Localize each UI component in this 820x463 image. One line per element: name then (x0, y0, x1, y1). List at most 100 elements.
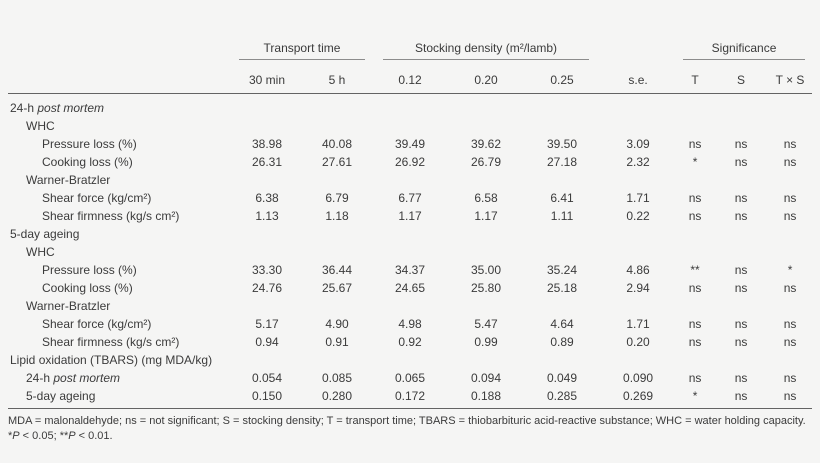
col-density-025: 0.25 (550, 73, 574, 87)
section-label: 5-day ageing (10, 227, 80, 241)
col-sig-S: S (737, 73, 746, 87)
table-row-cooking-loss-5day: Cooking loss (%) 24.76 25.67 24.65 25.80… (8, 279, 812, 297)
value-cell: 24.65 (395, 281, 426, 295)
subsection-label: WHC (26, 119, 55, 133)
row-label-text: 24-h (26, 371, 54, 385)
significance-cell: ns (783, 389, 797, 403)
subsection-row-warner-bratzler: Warner-Bratzler (8, 297, 812, 315)
row-label: Pressure loss (%) (42, 263, 137, 277)
transport-time-label: Transport time (239, 41, 365, 60)
value-cell: 38.98 (251, 137, 283, 151)
subsection-label: Warner-Bratzler (26, 173, 111, 187)
table-row-shear-force-24h: Shear force (kg/cm²) 6.38 6.79 6.77 6.58… (8, 189, 812, 207)
table-footnotes: MDA = malonaldehyde; ns = not significan… (8, 409, 812, 443)
significance-cell: ns (783, 317, 797, 331)
value-cell: 5.47 (474, 317, 498, 331)
significance-label: Significance (682, 41, 806, 60)
se-cell: 1.71 (626, 191, 650, 205)
value-cell: 35.00 (471, 263, 502, 277)
significance-cell: ns (734, 191, 748, 205)
row-label: 24-h post mortem (8, 369, 232, 387)
group-header-row: Transport time Stocking density (m²/lamb… (8, 34, 812, 60)
value-cell: 26.31 (251, 155, 283, 169)
value-cell: 33.30 (251, 263, 283, 277)
significance-cell: ns (734, 317, 748, 331)
significance-cell: ns (783, 137, 797, 151)
value-cell: 4.64 (550, 317, 574, 331)
sub-header-row: 30 min 5 h 0.12 0.20 0.25 s.e. T S T × S (8, 60, 812, 94)
se-cell: 0.22 (626, 209, 650, 223)
value-cell: 24.76 (251, 281, 283, 295)
row-label: 5-day ageing (26, 389, 96, 403)
se-cell: 0.090 (623, 371, 654, 385)
value-cell: 1.11 (550, 209, 574, 223)
value-cell: 40.08 (321, 137, 353, 151)
col-group-transport-time: Transport time (232, 34, 372, 60)
value-cell: 39.62 (471, 137, 502, 151)
col-5h: 5 h (328, 73, 346, 87)
se-cell: 1.71 (626, 317, 650, 331)
value-cell: 0.172 (395, 389, 426, 403)
section-label-text: 24-h (10, 101, 38, 115)
value-cell: 0.150 (251, 389, 283, 403)
table-row-pressure-loss-24h: Pressure loss (%) 38.98 40.08 39.49 39.6… (8, 135, 812, 153)
subsection-row-warner-bratzler: Warner-Bratzler (8, 171, 812, 189)
value-cell: 27.18 (547, 155, 578, 169)
col-group-significance: Significance (676, 34, 812, 60)
row-label: Cooking loss (%) (42, 155, 133, 169)
value-cell: 6.38 (255, 191, 279, 205)
footnote-star-double: ** (59, 429, 69, 442)
significance-cell: ns (734, 281, 748, 295)
value-cell: 0.280 (321, 389, 353, 403)
row-label: Cooking loss (%) (42, 281, 133, 295)
significance-cell: ns (734, 263, 748, 277)
significance-cell: ns (783, 191, 797, 205)
table-body: 24-h post mortem WHC Pressure loss (%) 3… (8, 93, 813, 409)
significance-cell: ns (783, 281, 797, 295)
row-label: Shear firmness (kg/s cm²) (42, 209, 180, 223)
value-cell: 39.49 (395, 137, 426, 151)
stocking-density-label: Stocking density (m²/lamb) (383, 41, 589, 60)
col-group-stocking-density: Stocking density (m²/lamb) (372, 34, 600, 60)
value-cell: 26.92 (395, 155, 426, 169)
footnote-star-single: * (8, 429, 13, 442)
significance-cell: * (787, 263, 793, 277)
row-label-italic: post mortem (53, 371, 121, 385)
value-cell: 6.41 (550, 191, 574, 205)
value-cell: 4.98 (398, 317, 422, 331)
table-row-shear-firmness-5day: Shear firmness (kg/s cm²) 0.94 0.91 0.92… (8, 333, 812, 351)
se-cell: 0.20 (626, 335, 650, 349)
section-row-lipid-oxidation: Lipid oxidation (TBARS) (mg MDA/kg) (8, 351, 812, 369)
significance-cell: ns (783, 155, 797, 169)
subsection-label: Warner-Bratzler (26, 299, 111, 313)
value-cell: 1.13 (255, 209, 279, 223)
row-label: Pressure loss (%) (42, 137, 137, 151)
significance-cell: ns (688, 317, 702, 331)
value-cell: 34.37 (395, 263, 426, 277)
significance-cell: ns (734, 155, 748, 169)
value-cell: 0.054 (251, 371, 283, 385)
col-sig-T: T (691, 73, 699, 87)
significance-cell: ns (688, 209, 702, 223)
value-cell: 0.188 (471, 389, 502, 403)
significance-cell: ns (688, 371, 702, 385)
footnote-threshold-001: < 0.01. (75, 429, 113, 442)
value-cell: 6.77 (398, 191, 422, 205)
value-cell: 1.17 (398, 209, 422, 223)
significance-cell: ns (688, 281, 702, 295)
footnote-p-italic: P (12, 429, 20, 442)
subsection-label: WHC (26, 245, 55, 259)
value-cell: 25.80 (471, 281, 502, 295)
subsection-row-whc: WHC (8, 117, 812, 135)
se-cell: 2.32 (626, 155, 650, 169)
value-cell: 35.24 (547, 263, 578, 277)
results-table: Transport time Stocking density (m²/lamb… (8, 34, 813, 409)
value-cell: 26.79 (471, 155, 502, 169)
value-cell: 1.18 (325, 209, 349, 223)
table-row-tbars-5day: 5-day ageing 0.150 0.280 0.172 0.188 0.2… (8, 387, 812, 409)
significance-cell: ns (688, 137, 702, 151)
significance-cell: ns (783, 335, 797, 349)
significance-cell: ** (690, 263, 700, 277)
table-row-tbars-24h: 24-h post mortem 0.054 0.085 0.065 0.094… (8, 369, 812, 387)
significance-cell: ns (734, 137, 748, 151)
